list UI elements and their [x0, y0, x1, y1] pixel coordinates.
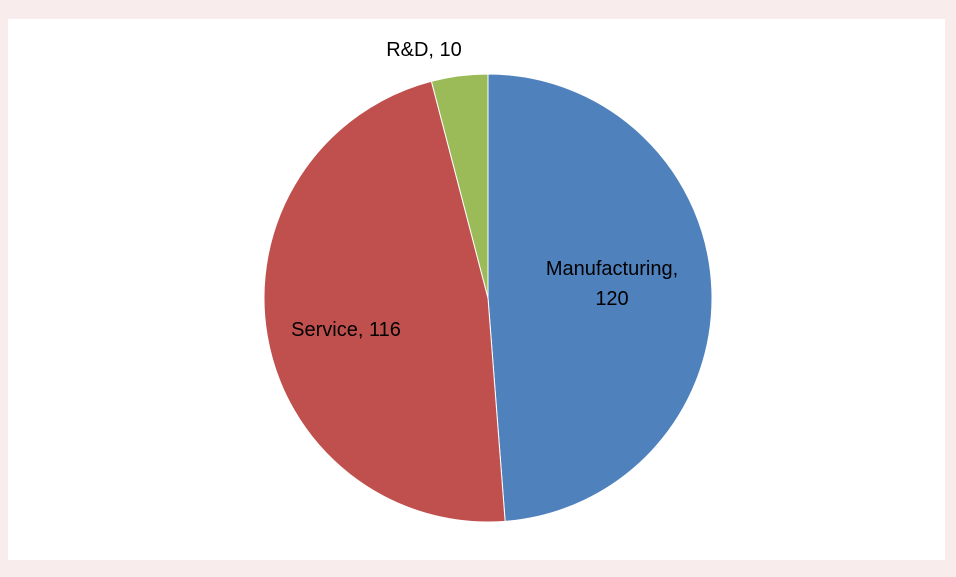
pie-slice-r-d: [430, 73, 489, 299]
data-label-line: 120: [595, 288, 628, 310]
data-label-manufacturing: Manufacturing, 120: [546, 258, 678, 310]
data-label-r-d: R&D, 10: [386, 39, 462, 61]
data-label-line: Service, 116: [291, 319, 401, 341]
data-label-line: Manufacturing,: [546, 258, 678, 280]
pie-slices: [263, 73, 713, 523]
pie-slice-service: [263, 80, 506, 523]
pie-slice-manufacturing: [487, 73, 713, 522]
data-label-line: R&D, 10: [386, 39, 462, 61]
data-label-service: Service, 116: [291, 319, 401, 341]
pie-labels: Manufacturing, 120 Service, 116 R&D, 10: [291, 39, 678, 341]
